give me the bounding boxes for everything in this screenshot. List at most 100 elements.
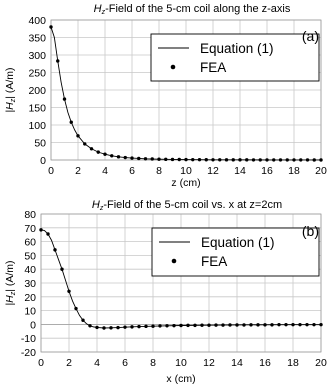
legend-dot-symbol	[170, 64, 176, 70]
data-point-fea	[197, 157, 202, 162]
y-axis-label-symbol: |H	[4, 102, 16, 113]
x-tick-label: 18	[288, 165, 300, 177]
y-tick-label: 50	[24, 250, 36, 262]
data-point-fea	[137, 324, 141, 329]
chart-title: Hz-Field of the 5-cm coil along the z-ax…	[94, 3, 291, 16]
data-point-fea	[53, 248, 57, 252]
y-tick-label: 0	[40, 155, 46, 167]
data-point-fea	[193, 323, 197, 328]
data-point-fea	[270, 323, 274, 327]
data-point-fea	[242, 323, 246, 327]
data-point-fea	[312, 322, 316, 327]
data-point-fea	[231, 158, 235, 162]
data-point-fea	[319, 158, 323, 162]
x-tick-label: 10	[180, 165, 192, 177]
y-tick-label: 10	[24, 306, 36, 318]
data-point-fea	[67, 289, 71, 293]
data-point-fea	[95, 325, 99, 330]
data-point-fea	[238, 158, 242, 162]
y-tick-label: 150	[28, 103, 46, 115]
y-tick-label: 40	[24, 264, 36, 276]
x-tick-label: 6	[122, 357, 128, 369]
series-line-equation	[50, 26, 322, 161]
x-tick-label: 8	[156, 165, 162, 177]
data-point-fea	[165, 324, 169, 328]
data-point-fea	[265, 158, 269, 162]
y-tick-label: 100	[28, 120, 46, 132]
x-tick-label: 16	[259, 357, 271, 369]
chart-title-subscript: z	[99, 205, 104, 212]
y-tick-label: 0	[30, 319, 36, 331]
data-point-fea	[89, 147, 94, 151]
data-point-fea	[204, 158, 208, 162]
data-point-fea	[177, 157, 181, 162]
x-tick-label: 2	[75, 165, 81, 177]
x-tick-label: 4	[102, 165, 108, 177]
x-tick-label: 20	[315, 357, 327, 369]
data-point-fea	[184, 157, 188, 162]
data-point-fea	[76, 134, 80, 138]
y-tick-label: 400	[28, 15, 46, 27]
legend-label: Equation (1)	[201, 235, 275, 250]
data-point-fea	[69, 120, 73, 124]
x-tick-label: 20	[315, 165, 327, 177]
y-tick-label: -10	[21, 333, 36, 345]
chart-title-symbol: H	[94, 3, 102, 15]
data-point-fea	[110, 154, 114, 158]
y-axis-label-subscript: z	[10, 291, 17, 296]
y-tick-label: 20	[24, 292, 36, 304]
data-point-fea	[46, 232, 50, 236]
data-point-fea	[218, 158, 222, 162]
y-tick-label: 250	[28, 68, 46, 80]
data-point-fea	[39, 228, 43, 232]
data-point-fea	[83, 142, 87, 146]
data-point-fea	[102, 326, 106, 330]
data-point-fea	[62, 97, 67, 101]
data-point-fea	[151, 324, 155, 328]
x-tick-label: 0	[38, 357, 44, 369]
chart-title-subscript: z	[101, 9, 106, 16]
data-point-fea	[299, 158, 303, 162]
data-point-fea	[258, 158, 262, 162]
x-tick-label: 8	[150, 357, 156, 369]
data-point-fea	[170, 157, 175, 162]
data-point-fea	[200, 323, 204, 327]
data-point-fea	[305, 158, 310, 162]
x-tick-label: 18	[287, 357, 299, 369]
y-tick-label: 30	[24, 278, 36, 290]
data-point-fea	[60, 267, 64, 271]
data-point-fea	[256, 323, 260, 327]
legend-dot-symbol	[171, 258, 177, 264]
data-point-fea	[116, 155, 121, 159]
x-tick-label: 0	[48, 165, 54, 177]
data-point-fea	[164, 157, 168, 162]
x-tick-label: 6	[129, 165, 135, 177]
data-point-fea	[277, 322, 281, 327]
data-point-fea	[284, 322, 288, 327]
data-point-fea	[157, 157, 161, 161]
x-axis-label: z (cm)	[171, 177, 200, 189]
y-tick-label: 200	[28, 85, 46, 97]
x-tick-label: 14	[234, 165, 246, 177]
data-point-fea	[130, 325, 134, 329]
panel-label: (a)	[302, 28, 319, 44]
y-axis-label-subscript: z	[10, 98, 17, 103]
legend-label: FEA	[200, 60, 226, 75]
legend-label: Equation (1)	[200, 41, 274, 56]
data-point-fea	[137, 156, 141, 161]
data-point-fea	[49, 25, 53, 29]
y-axis-label-text: | (A/m)	[4, 67, 16, 98]
data-point-fea	[272, 158, 276, 162]
chart-panel-b: Hz-Field of the 5-cm coil vs. x at z=2cm…	[4, 199, 327, 385]
y-tick-label: -20	[21, 347, 36, 359]
data-point-fea	[245, 158, 249, 162]
chart-title-text: -Field of the 5-cm coil vs. x at z=2cm	[103, 199, 282, 211]
data-point-fea	[191, 157, 195, 162]
data-point-fea	[305, 322, 309, 327]
chart-panel-a: Hz-Field of the 5-cm coil along the z-ax…	[4, 3, 327, 189]
data-point-fea	[214, 323, 218, 327]
data-point-fea	[186, 323, 190, 328]
legend-box	[151, 227, 320, 277]
y-tick-label: 70	[24, 223, 36, 235]
